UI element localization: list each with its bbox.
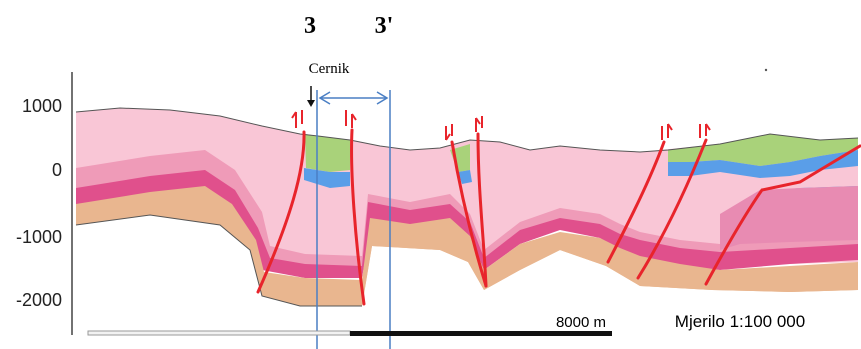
fault-arrow-5 [661, 123, 673, 140]
section-label-3-prime: 3' [375, 13, 394, 39]
y-tick-1000: 1000 [22, 96, 62, 116]
stratum-green-right [668, 134, 858, 166]
fault-2 [350, 128, 366, 306]
y-tick-minus-2000: -2000 [16, 290, 62, 310]
scale-bar-light [87, 330, 351, 336]
fault-3 [450, 140, 488, 288]
section-label-3: 3 [304, 13, 316, 39]
fault-arrow-1 [291, 110, 303, 128]
stratum-blue-middle [458, 170, 472, 184]
scale-ratio-label: Mjerilo 1:100 000 [675, 312, 805, 331]
stratum-blue-right [668, 150, 858, 178]
fault-arrow-4 [475, 116, 483, 132]
fault-arrows [291, 110, 711, 141]
fault-1 [256, 130, 306, 294]
stratum-light-pink [76, 108, 858, 272]
stratum-green-left [305, 134, 350, 172]
fault-7 [704, 144, 861, 286]
speck-mark [764, 68, 768, 72]
basement-outline [75, 214, 362, 307]
faults [256, 128, 861, 306]
fault-arrow-2 [345, 110, 357, 128]
fault-arrow-3 [445, 124, 453, 141]
stratum-tan-band [76, 186, 858, 306]
section-width-arrow [318, 91, 389, 105]
topography-line [75, 107, 859, 153]
scale-bar-label: 8000 m [556, 314, 606, 331]
fault-5 [606, 140, 666, 264]
y-tick-minus-1000: -1000 [16, 227, 62, 247]
y-tick-0: 0 [52, 160, 62, 180]
fault-arrow-6 [699, 123, 711, 138]
locality-marker [307, 86, 315, 107]
stratum-blue-left [304, 168, 350, 188]
fault-4 [476, 132, 488, 288]
stratum-magenta [76, 170, 858, 278]
locality-label-cernik: Cernik [309, 61, 350, 77]
fault-6 [636, 138, 708, 280]
scale-bar-dark [350, 331, 612, 336]
